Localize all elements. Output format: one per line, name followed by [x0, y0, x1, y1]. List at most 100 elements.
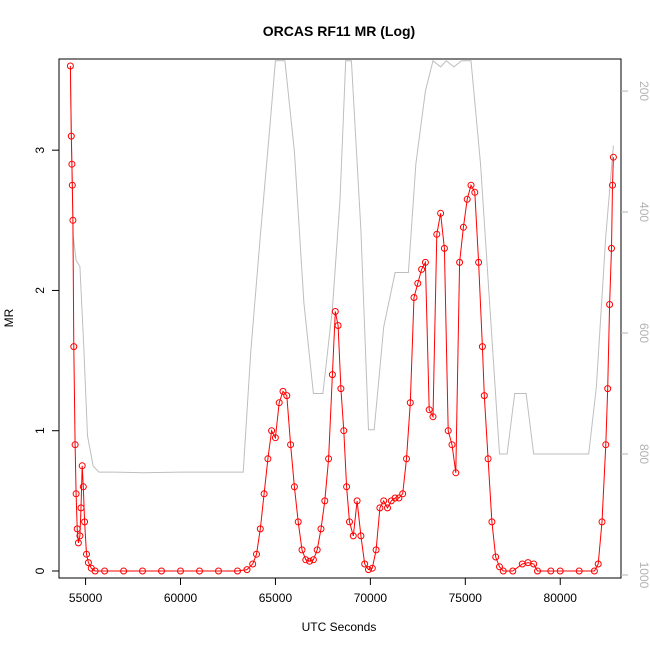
mr-point	[429, 413, 437, 421]
mr-point	[73, 525, 81, 533]
mr-point	[268, 427, 276, 435]
mr-point	[66, 62, 74, 70]
mr-point	[283, 392, 291, 400]
mr-point	[349, 532, 357, 540]
mr-point	[346, 518, 353, 526]
mr-point	[556, 567, 564, 575]
mr-point	[343, 483, 351, 491]
mr-point	[317, 525, 325, 533]
mr-point	[271, 434, 279, 442]
mr-point	[530, 560, 538, 568]
mr-point	[196, 567, 203, 575]
mr-point	[91, 567, 99, 575]
x-tick-label: 70000	[354, 591, 388, 605]
mr-point	[380, 497, 388, 505]
mr-point	[478, 343, 486, 351]
mr-point	[76, 532, 84, 540]
mr-point	[77, 504, 85, 512]
mr-point	[264, 455, 272, 463]
mr-point	[256, 525, 264, 533]
mr-point	[547, 567, 555, 575]
mr-point	[384, 504, 391, 512]
mr-point	[594, 560, 602, 568]
mr-point	[71, 441, 79, 449]
mr-point	[403, 455, 410, 463]
mr-series	[66, 62, 617, 575]
mr-point	[83, 550, 90, 558]
mr-point	[509, 567, 517, 575]
plot-frame	[58, 58, 622, 579]
mr-point	[74, 539, 82, 547]
x-tick-label: 65000	[259, 591, 293, 605]
x-tick-label: 55000	[69, 591, 103, 605]
mr-point	[609, 181, 616, 189]
mr-point	[287, 441, 295, 449]
y-tick-label: 3	[33, 147, 47, 154]
mr-point	[608, 244, 615, 252]
pressure-series	[69, 59, 614, 474]
mr-point	[279, 387, 287, 395]
mr-point	[376, 504, 384, 512]
mr-point	[302, 556, 310, 564]
x-axis: 55000 60000 65000 70000 75000 80000	[69, 577, 577, 605]
y-tick-label: 0	[33, 567, 47, 574]
mr-point	[606, 301, 614, 308]
mr-point	[492, 553, 500, 561]
mr-point	[79, 483, 87, 491]
mr-point	[215, 567, 222, 575]
mr-point	[463, 195, 471, 203]
mr-point	[598, 518, 606, 526]
y-tick-label: 1	[33, 427, 47, 434]
mr-point	[467, 181, 475, 189]
mr-point	[294, 518, 302, 526]
mr-point	[81, 518, 89, 526]
mr-point	[414, 279, 422, 287]
mr-point	[534, 567, 541, 575]
pressure-line	[69, 59, 614, 474]
y-right-tick-label: 600	[637, 323, 650, 343]
mr-point	[448, 441, 456, 449]
mr-point	[372, 546, 380, 554]
y-right-tick-label: 200	[637, 81, 650, 101]
mr-point	[68, 181, 76, 189]
mr-point	[234, 567, 241, 575]
mr-point	[70, 343, 78, 351]
mr-point	[353, 497, 361, 505]
mr-point	[361, 560, 369, 568]
mr-point	[249, 560, 257, 568]
mr-point	[331, 308, 339, 315]
mr-point	[406, 399, 414, 407]
mr-point	[313, 546, 321, 554]
mr-point	[456, 258, 464, 266]
mr-point	[484, 455, 492, 463]
mr-point	[321, 497, 329, 505]
chart-title: ORCAS RF11 MR (Log)	[263, 23, 415, 39]
mr-point	[368, 564, 376, 572]
mr-point	[298, 546, 306, 554]
mr-point	[437, 209, 445, 217]
mr-point	[69, 216, 77, 224]
y-axis-right: 200 400 600 800 1000	[621, 81, 650, 589]
mr-point	[337, 385, 345, 393]
mr-point	[475, 258, 483, 266]
mr-point	[440, 244, 448, 252]
mr-point	[604, 385, 612, 393]
mr-point	[84, 559, 92, 567]
x-tick-label: 75000	[449, 591, 483, 605]
mr-point	[391, 494, 399, 502]
mr-point	[243, 566, 251, 574]
mr-point	[139, 567, 146, 575]
mr-point	[177, 567, 184, 575]
x-axis-label: UTC Seconds	[302, 620, 377, 634]
mr-point	[496, 563, 503, 571]
mr-point	[425, 406, 433, 414]
mr-point	[68, 160, 76, 168]
mr-point	[260, 490, 268, 498]
mr-point	[499, 567, 507, 575]
mr-point	[309, 556, 317, 564]
mr-point	[334, 322, 342, 329]
mr-point	[459, 223, 467, 231]
y-right-tick-label: 400	[637, 202, 650, 222]
mr-point	[410, 294, 418, 301]
mr-point	[452, 469, 460, 477]
